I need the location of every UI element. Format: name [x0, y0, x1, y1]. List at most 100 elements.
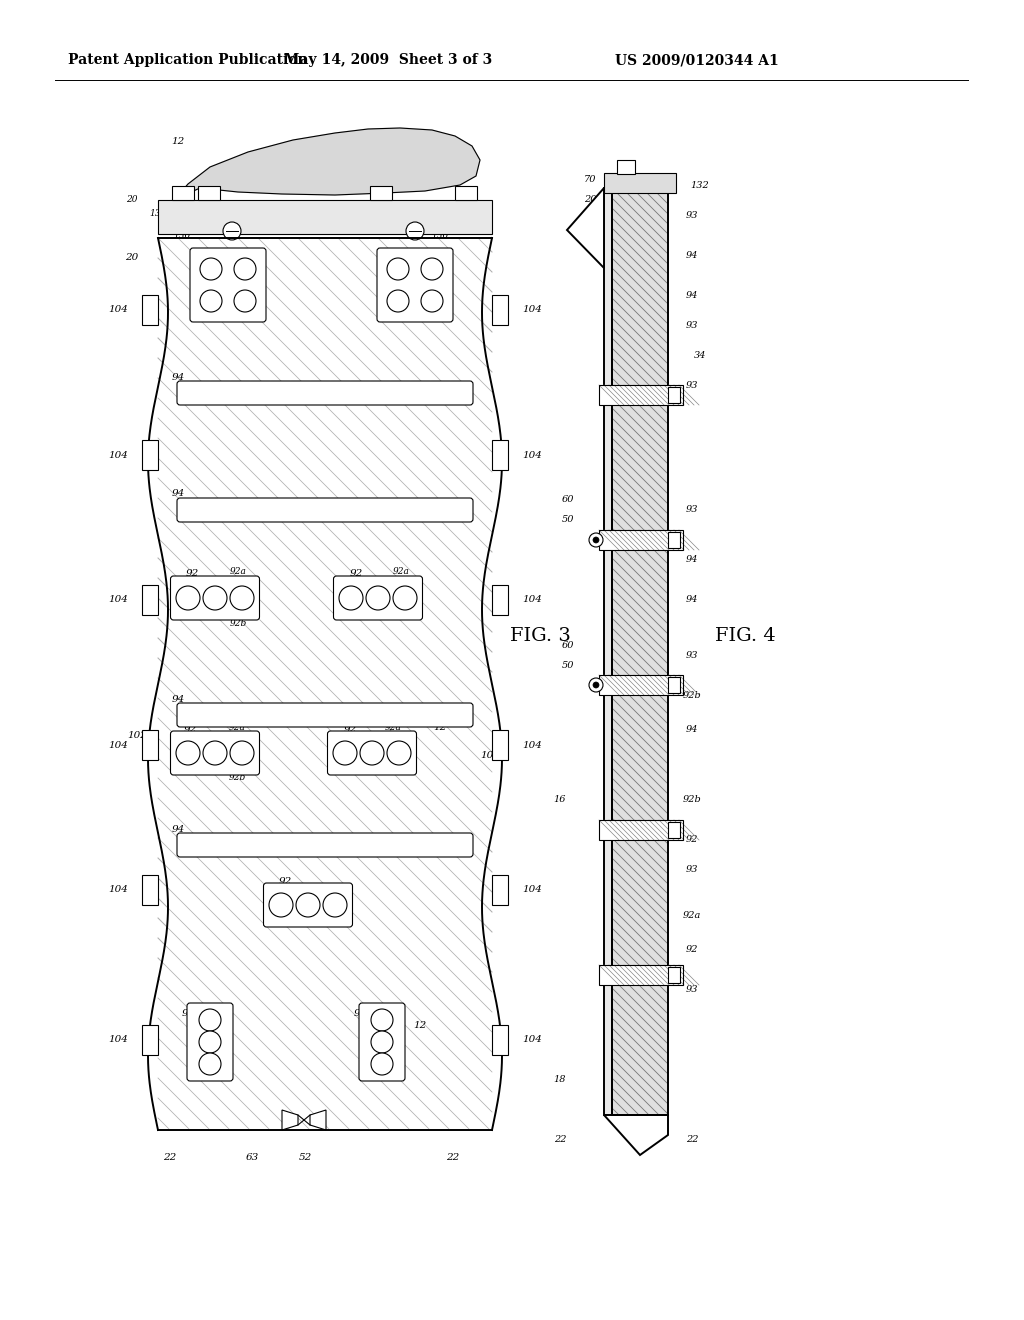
Bar	[492, 875, 508, 906]
Text: 93: 93	[686, 321, 698, 330]
Bar	[617, 160, 635, 174]
Text: 92b: 92b	[229, 619, 247, 628]
Text: 104: 104	[109, 305, 128, 314]
Bar	[142, 875, 158, 906]
Circle shape	[234, 290, 256, 312]
Bar	[142, 585, 158, 615]
Text: 92b: 92b	[207, 1035, 223, 1044]
Text: FIG. 3: FIG. 3	[510, 627, 570, 645]
Text: 134: 134	[162, 219, 178, 228]
Circle shape	[421, 290, 443, 312]
Text: 104: 104	[109, 595, 128, 605]
Bar	[668, 677, 680, 693]
Bar	[668, 532, 680, 548]
Text: 92: 92	[389, 257, 402, 267]
Text: 94: 94	[686, 556, 698, 565]
Text: 106: 106	[411, 215, 428, 224]
Text: 92a: 92a	[229, 568, 247, 577]
Bar	[198, 186, 220, 201]
Bar	[158, 201, 492, 234]
FancyBboxPatch shape	[171, 731, 259, 775]
Text: 104: 104	[522, 450, 542, 459]
Text: 18: 18	[554, 1076, 566, 1085]
Text: 92a: 92a	[392, 568, 410, 577]
Text: 104: 104	[522, 741, 542, 750]
Circle shape	[199, 1031, 221, 1053]
Text: 16: 16	[554, 796, 566, 804]
Circle shape	[406, 222, 424, 240]
Text: 94: 94	[171, 694, 184, 704]
Text: 132: 132	[455, 209, 472, 218]
Text: 100: 100	[480, 751, 500, 759]
Text: 94: 94	[171, 372, 184, 381]
Circle shape	[230, 586, 254, 610]
FancyBboxPatch shape	[263, 883, 352, 927]
Text: 130: 130	[244, 202, 261, 211]
Bar	[599, 531, 683, 550]
Bar	[604, 187, 612, 1115]
Text: 93: 93	[686, 651, 698, 660]
Polygon shape	[170, 128, 480, 205]
Bar	[599, 965, 683, 985]
Polygon shape	[282, 1110, 298, 1130]
Text: 70: 70	[584, 176, 596, 185]
Bar	[668, 968, 680, 983]
Bar	[604, 173, 676, 193]
Circle shape	[593, 682, 599, 688]
Text: 50: 50	[562, 516, 574, 524]
Text: 94: 94	[686, 251, 698, 260]
Text: May 14, 2009  Sheet 3 of 3: May 14, 2009 Sheet 3 of 3	[284, 53, 493, 67]
Bar	[142, 294, 158, 325]
Circle shape	[230, 741, 254, 766]
Circle shape	[371, 1053, 393, 1074]
Text: 104: 104	[522, 1035, 542, 1044]
Circle shape	[269, 894, 293, 917]
FancyBboxPatch shape	[359, 1003, 406, 1081]
Text: 104: 104	[522, 595, 542, 605]
Text: 92: 92	[183, 726, 197, 734]
Text: 22: 22	[554, 1135, 566, 1144]
Text: 92b: 92b	[683, 796, 701, 804]
Bar	[492, 585, 508, 615]
Text: 94: 94	[686, 290, 698, 300]
Polygon shape	[148, 238, 502, 1130]
Bar	[612, 187, 668, 1115]
Circle shape	[203, 741, 227, 766]
Text: 92a: 92a	[228, 723, 246, 733]
Text: 92: 92	[343, 726, 356, 734]
FancyBboxPatch shape	[177, 704, 473, 727]
FancyBboxPatch shape	[187, 1003, 233, 1081]
Text: 104: 104	[109, 1035, 128, 1044]
Text: 93: 93	[686, 380, 698, 389]
Text: 22: 22	[446, 1154, 460, 1163]
Circle shape	[323, 894, 347, 917]
Text: 20: 20	[125, 253, 138, 263]
Text: Patent Application Publication: Patent Application Publication	[68, 53, 307, 67]
Text: 104: 104	[109, 741, 128, 750]
Circle shape	[176, 741, 200, 766]
Text: 136: 136	[431, 231, 449, 239]
Circle shape	[589, 533, 603, 546]
Text: US 2009/0120344 A1: US 2009/0120344 A1	[615, 53, 778, 67]
Bar	[142, 440, 158, 470]
Circle shape	[223, 222, 241, 240]
Text: 102: 102	[127, 730, 146, 739]
Circle shape	[589, 678, 603, 692]
Bar	[599, 675, 683, 696]
Bar	[668, 822, 680, 838]
Circle shape	[199, 1008, 221, 1031]
Text: 92a: 92a	[194, 1010, 211, 1019]
Text: 92a: 92a	[194, 1064, 211, 1072]
Text: 93: 93	[181, 1010, 195, 1019]
Bar	[492, 1026, 508, 1055]
Text: 92: 92	[686, 945, 698, 954]
Bar	[142, 730, 158, 760]
Text: 104: 104	[522, 886, 542, 895]
Bar	[599, 820, 683, 840]
Text: 93: 93	[686, 866, 698, 874]
Text: 12: 12	[171, 137, 184, 147]
Text: 104: 104	[109, 450, 128, 459]
Circle shape	[593, 537, 599, 543]
FancyBboxPatch shape	[177, 381, 473, 405]
Text: 92b: 92b	[683, 690, 701, 700]
